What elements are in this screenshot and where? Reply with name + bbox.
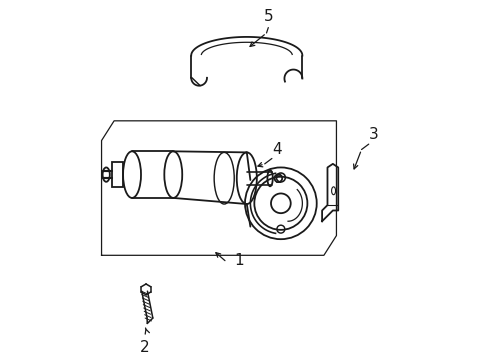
Text: 4: 4	[272, 142, 282, 157]
Text: 1: 1	[234, 253, 244, 268]
Text: 5: 5	[264, 9, 273, 24]
Bar	[112, 162, 123, 187]
Text: 3: 3	[368, 127, 378, 142]
Text: 2: 2	[140, 339, 149, 355]
